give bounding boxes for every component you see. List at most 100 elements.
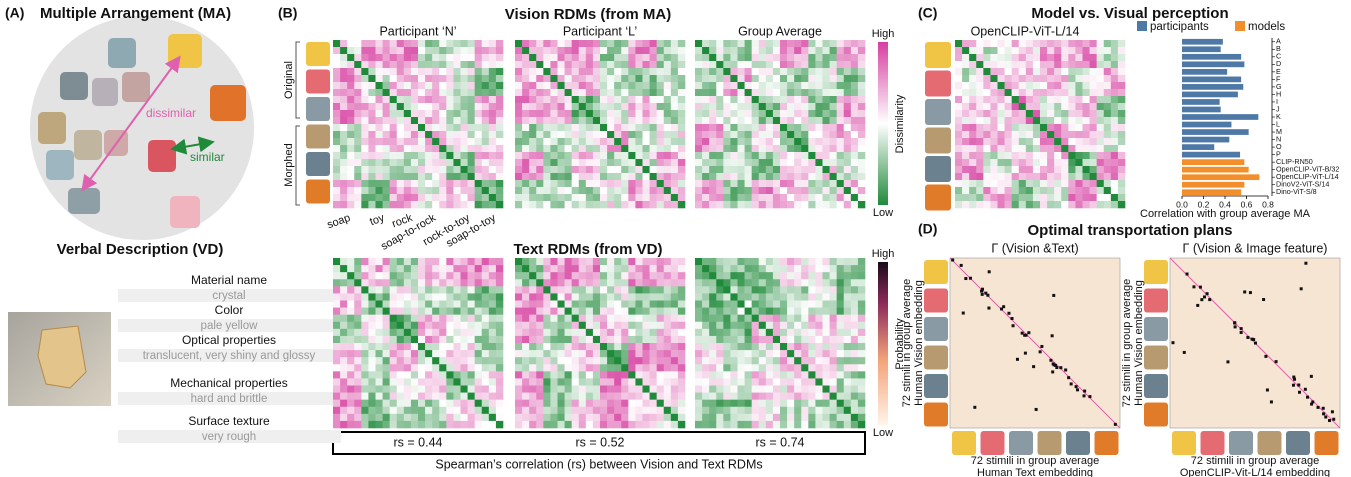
heatmap-cell (1047, 159, 1054, 166)
transport-mass (1251, 338, 1254, 341)
heatmap-cell (643, 47, 650, 54)
heatmap-cell (621, 54, 628, 61)
heatmap-cell (404, 194, 411, 201)
heatmap-cell (496, 272, 503, 279)
transport-mass (1206, 292, 1209, 295)
heatmap-cell (738, 159, 745, 166)
heatmap-cell (1118, 40, 1125, 47)
heatmap-cell (522, 258, 529, 265)
heatmap-cell (621, 68, 628, 75)
heatmap-cell (1026, 47, 1033, 54)
heatmap-cell (586, 407, 593, 414)
heatmap-cell (376, 159, 383, 166)
heatmap-cell (489, 357, 496, 364)
heatmap-cell (572, 364, 579, 371)
heatmap-cell (830, 103, 837, 110)
heatmap-cell (1068, 173, 1075, 180)
heatmap-cell (1026, 89, 1033, 96)
heatmap-cell (702, 265, 709, 272)
heatmap-cell (446, 75, 453, 82)
heatmap-cell (489, 336, 496, 343)
heatmap-cell (716, 336, 723, 343)
heatmap-cell (475, 336, 482, 343)
heatmap-cell (593, 103, 600, 110)
heatmap-cell (482, 117, 489, 124)
heatmap-cell (1083, 124, 1090, 131)
heatmap-cell (766, 329, 773, 336)
heatmap-cell (808, 378, 815, 385)
heatmap-cell (678, 180, 685, 187)
heatmap-cell (586, 201, 593, 208)
heatmap-cell (515, 61, 522, 68)
heatmap-cell (628, 194, 635, 201)
heatmap-cell (361, 265, 368, 272)
heatmap-cell (990, 159, 997, 166)
stimulus-thumbnail (1144, 346, 1168, 370)
heatmap-cell (1083, 75, 1090, 82)
heatmap-cell (1083, 103, 1090, 110)
heatmap-cell (425, 89, 432, 96)
heatmap-cell (390, 173, 397, 180)
heatmap-cell (607, 393, 614, 400)
heatmap-cell (558, 357, 565, 364)
heatmap-cell (515, 272, 522, 279)
heatmap-cell (614, 301, 621, 308)
heatmap-cell (1019, 159, 1026, 166)
heatmap-cell (628, 308, 635, 315)
heatmap-cell (1061, 131, 1068, 138)
heatmap-cell (368, 96, 375, 103)
heatmap-cell (446, 336, 453, 343)
heatmap-cell (572, 187, 579, 194)
heatmap-cell (794, 40, 801, 47)
heatmap-cell (787, 414, 794, 421)
heatmap-cell (411, 103, 418, 110)
heatmap-cell (643, 82, 650, 89)
heatmap-cell (955, 166, 962, 173)
heatmap-cell (730, 322, 737, 329)
heatmap-cell (475, 61, 482, 68)
heatmap-cell (858, 279, 865, 286)
heatmap-cell (1005, 89, 1012, 96)
heatmap-cell (1111, 152, 1118, 159)
heatmap-cell (844, 117, 851, 124)
heatmap-cell (453, 293, 460, 300)
heatmap-cell (650, 201, 657, 208)
heatmap-cell (858, 40, 865, 47)
heatmap-cell (723, 201, 730, 208)
heatmap-cell (1097, 68, 1104, 75)
heatmap-cell (607, 110, 614, 117)
heatmap-cell (801, 421, 808, 428)
heatmap-cell (794, 265, 801, 272)
heatmap-cell (390, 47, 397, 54)
heatmap-cell (1019, 187, 1026, 194)
heatmap-cell (678, 54, 685, 61)
heatmap-cell (745, 180, 752, 187)
heatmap-cell (404, 110, 411, 117)
heatmap-cell (1061, 152, 1068, 159)
heatmap-cell (780, 180, 787, 187)
heatmap-cell (340, 322, 347, 329)
heatmap-cell (354, 421, 361, 428)
heatmap-cell (340, 343, 347, 350)
heatmap-cell (650, 89, 657, 96)
heatmap-cell (823, 265, 830, 272)
heatmap-cell (983, 173, 990, 180)
heatmap-cell (361, 131, 368, 138)
heatmap-cell (969, 131, 976, 138)
heatmap-cell (1111, 47, 1118, 54)
heatmap-cell (432, 47, 439, 54)
transport-mass (1317, 406, 1320, 409)
heatmap-cell (851, 343, 858, 350)
heatmap-cell (1012, 166, 1019, 173)
heatmap-cell (998, 173, 1005, 180)
heatmap-cell (550, 89, 557, 96)
heatmap-cell (830, 47, 837, 54)
heatmap-cell (572, 336, 579, 343)
heatmap-cell (678, 166, 685, 173)
heatmap-cell (536, 386, 543, 393)
heatmap-cell (468, 145, 475, 152)
heatmap-cell (678, 258, 685, 265)
heatmap-cell (425, 124, 432, 131)
heatmap-cell (1061, 180, 1068, 187)
heatmap-cell (404, 350, 411, 357)
